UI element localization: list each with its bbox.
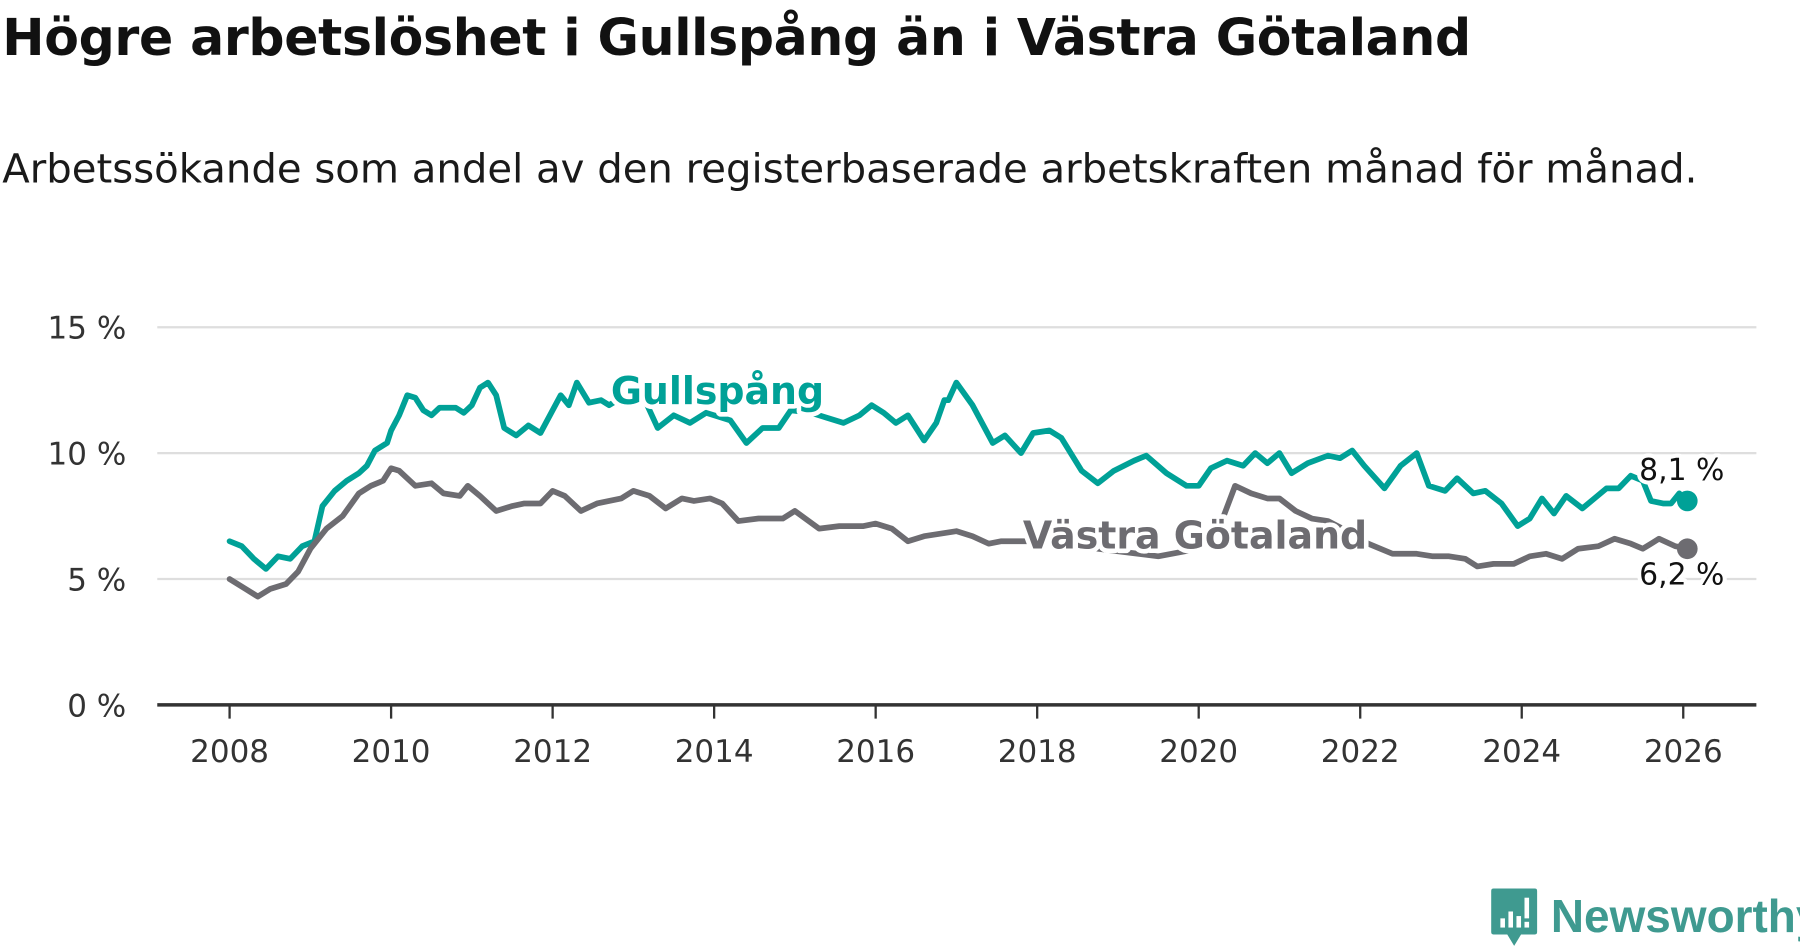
x-tick-label: 2014 — [675, 734, 754, 770]
gridlines — [157, 326, 1757, 581]
x-axis: 2008 2010 2012 2014 2016 2018 2020 2022 2024 2026 — [157, 703, 1757, 770]
newsworthy-logo: Newsworthy — [1489, 886, 1800, 948]
series-labels: Gullspång Västra Götaland 8,1 % 6,2 % — [606, 364, 1728, 596]
x-tick-label: 2026 — [1644, 734, 1723, 770]
x-tick-label: 2018 — [998, 734, 1077, 770]
x-tick-label: 2020 — [1159, 734, 1238, 770]
x-tick-label: 2008 — [190, 734, 269, 770]
newsworthy-logo-icon — [1491, 888, 1538, 946]
x-tick-label: 2022 — [1321, 734, 1400, 770]
x-tick-label: 2016 — [836, 734, 915, 770]
series-end-point — [1676, 538, 1698, 560]
series-label-vastra-gotaland: Västra Götaland — [1023, 514, 1367, 558]
brand-name: Newsworthy — [1550, 891, 1800, 942]
y-axis-ticks: 0 % 5 % 10 % 15 % — [48, 311, 127, 725]
end-value-label-vastra-gotaland: 6,2 % — [1639, 557, 1724, 592]
chart-subtitle: Arbetssökande som andel av den registerb… — [2, 146, 1698, 193]
series-label-gullspang: Gullspång — [611, 369, 824, 413]
series-end-point — [1676, 490, 1698, 512]
x-tick-label: 2024 — [1482, 734, 1561, 770]
chart-title: Högre arbetslöshet i Gullspång än i Väst… — [2, 9, 1471, 68]
y-tick-label: 0 % — [67, 688, 126, 724]
y-tick-label: 10 % — [48, 437, 127, 473]
series-lines — [226, 379, 1698, 600]
y-tick-label: 5 % — [67, 562, 126, 598]
x-tick-label: 2010 — [352, 734, 431, 770]
series-line-gullspang — [226, 379, 1691, 572]
x-tick-label: 2012 — [513, 734, 592, 770]
end-value-label-gullspang: 8,1 % — [1639, 453, 1724, 488]
y-tick-label: 15 % — [48, 311, 127, 347]
series-line-vastra-gotaland — [226, 465, 1691, 600]
